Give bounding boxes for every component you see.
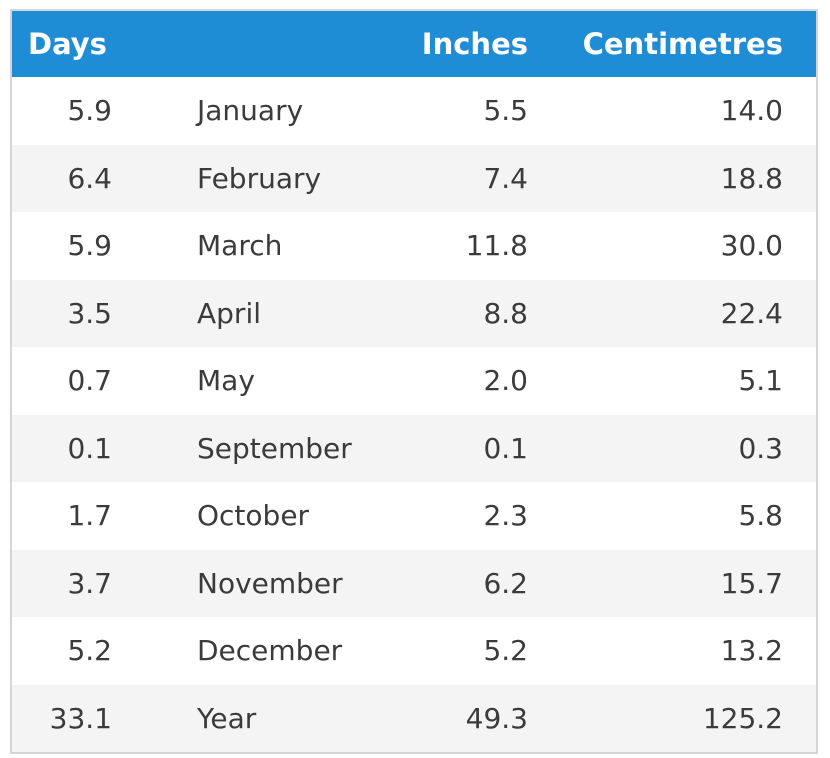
cell-month: November	[197, 566, 343, 600]
cell-inches: 0.1	[483, 431, 528, 465]
table-row: 0.7 May 2.0 5.1	[12, 347, 816, 415]
cell-month: January	[197, 94, 304, 128]
cell-centimetres: 13.2	[720, 634, 783, 668]
cell-days: 3.7	[67, 566, 112, 600]
cell-inches: 5.5	[483, 94, 528, 128]
table-header-row: Days Inches Centimetres	[12, 11, 816, 77]
cell-inches: 2.3	[483, 499, 528, 533]
cell-centimetres: 5.8	[738, 499, 783, 533]
cell-days: 5.9	[67, 94, 112, 128]
cell-days: 5.2	[67, 634, 112, 668]
cell-inches: 7.4	[483, 161, 528, 195]
cell-days: 5.9	[67, 229, 112, 263]
table-body: 5.9 January 5.5 14.0 6.4 February 7.4 18.8 5.9 Ma…	[12, 77, 816, 752]
cell-month: Year	[197, 701, 257, 735]
cell-month: October	[197, 499, 310, 533]
cell-days: 0.1	[67, 431, 112, 465]
table-row: 3.7 November 6.2 15.7	[12, 549, 816, 617]
column-header-centimetres: Centimetres	[582, 27, 783, 61]
cell-inches: 8.8	[483, 296, 528, 330]
cell-month: December	[197, 634, 343, 668]
cell-inches: 5.2	[483, 634, 528, 668]
cell-month: September	[197, 431, 352, 465]
cell-month: February	[197, 161, 322, 195]
precipitation-table: Days Inches Centimetres 5.9 January 5.5 14.…	[10, 9, 818, 754]
cell-centimetres: 14.0	[720, 94, 783, 128]
cell-inches: 49.3	[465, 701, 528, 735]
column-header-days: Days	[28, 27, 107, 61]
cell-inches: 2.0	[483, 364, 528, 398]
cell-days: 3.5	[67, 296, 112, 330]
cell-centimetres: 125.2	[702, 701, 783, 735]
table-row: 1.7 October 2.3 5.8	[12, 482, 816, 550]
cell-inches: 11.8	[465, 229, 528, 263]
cell-days: 33.1	[49, 701, 112, 735]
column-header-inches: Inches	[421, 27, 528, 61]
table-row: 5.9 March 11.8 30.0	[12, 212, 816, 280]
cell-centimetres: 30.0	[720, 229, 783, 263]
cell-inches: 6.2	[483, 566, 528, 600]
table-row: 6.4 February 7.4 18.8	[12, 144, 816, 212]
table-row: 5.2 December 5.2 13.2	[12, 617, 816, 685]
table-row: 3.5 April 8.8 22.4	[12, 279, 816, 347]
cell-month: April	[197, 296, 261, 330]
cell-centimetres: 5.1	[738, 364, 783, 398]
cell-centimetres: 15.7	[720, 566, 783, 600]
table-row: 33.1 Year 49.3 125.2	[12, 684, 816, 752]
cell-month: May	[197, 364, 255, 398]
table-row: 0.1 September 0.1 0.3	[12, 414, 816, 482]
table-row: 5.9 January 5.5 14.0	[12, 77, 816, 145]
cell-month: March	[197, 229, 283, 263]
cell-days: 1.7	[67, 499, 112, 533]
cell-centimetres: 22.4	[720, 296, 783, 330]
cell-centimetres: 0.3	[738, 431, 783, 465]
cell-days: 0.7	[67, 364, 112, 398]
cell-centimetres: 18.8	[720, 161, 783, 195]
cell-days: 6.4	[67, 161, 112, 195]
